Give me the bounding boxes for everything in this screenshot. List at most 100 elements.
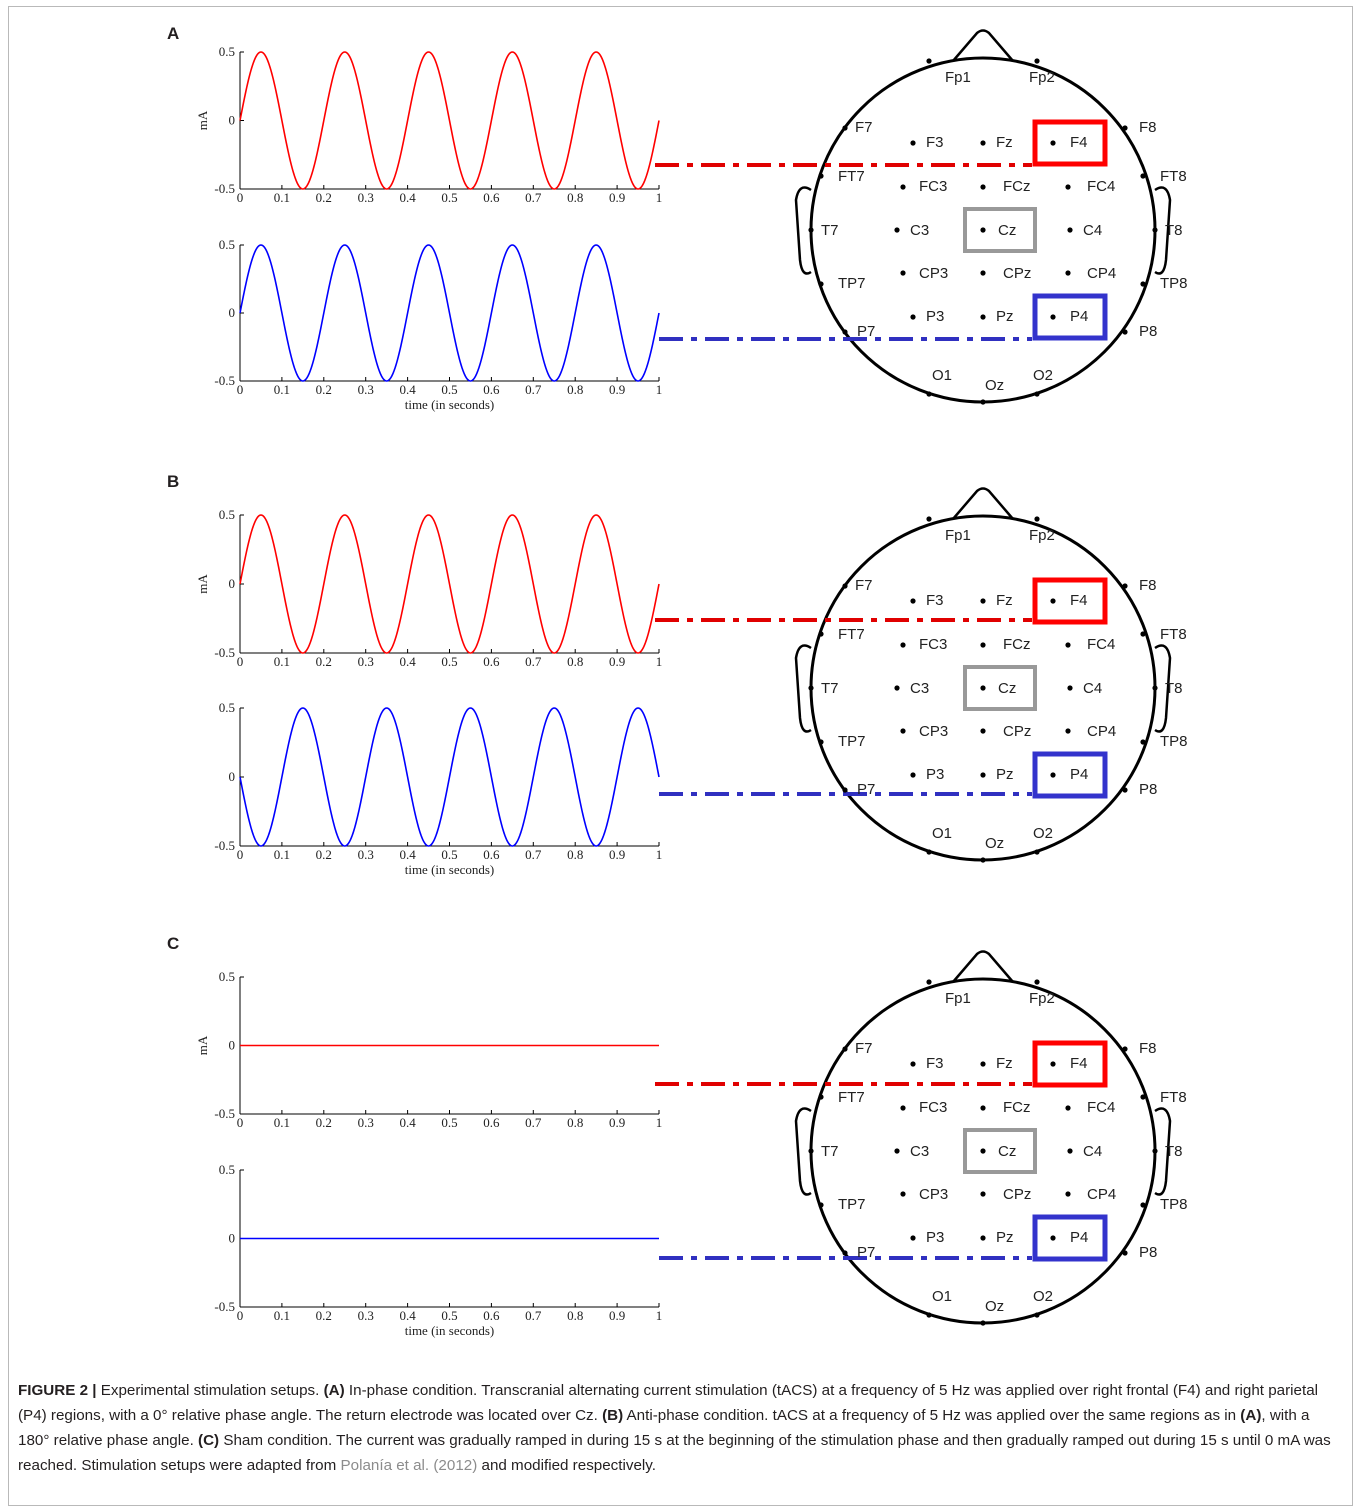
x-tick-label: 0.8 <box>567 654 583 669</box>
x-tick-label: 0 <box>237 382 244 397</box>
electrode-label: O2 <box>1033 825 1053 842</box>
x-tick-label: 0.5 <box>441 1115 457 1130</box>
electrode-label: T7 <box>821 1143 839 1160</box>
x-tick-label: 0.3 <box>358 1115 374 1130</box>
f4-highlight-box <box>1032 119 1108 167</box>
y-tick-label: 0.5 <box>219 1162 235 1177</box>
figure-graphics: 0 0.1 0.2 0.3 0.4 0.5 0.6 0.7 0.8 0.9 1-0.500.5mA0… <box>195 29 1188 1338</box>
electrode-dot <box>926 58 932 64</box>
x-tick-label: 0.6 <box>483 382 500 397</box>
x-tick-label: 0.7 <box>525 654 542 669</box>
p4-highlight-box <box>1032 751 1108 799</box>
electrode-dot <box>808 227 814 233</box>
electrode-dot <box>1034 516 1040 522</box>
electrode-dot <box>842 329 848 335</box>
x-tick-label: 0.8 <box>567 1115 583 1130</box>
electrode-dot <box>980 857 986 863</box>
electrode-label: T8 <box>1165 680 1183 697</box>
electrode-label: Pz <box>996 1229 1014 1246</box>
electrode-label: FC3 <box>919 1099 947 1116</box>
x-tick-label: 0.1 <box>274 654 290 669</box>
electrode-dot <box>842 787 848 793</box>
electrode-dot <box>1065 270 1071 276</box>
y-tick-label: -0.5 <box>214 1106 235 1121</box>
electrode-dot <box>1140 173 1146 179</box>
series-line <box>239 514 660 654</box>
nose-shape <box>952 487 1014 520</box>
caption-label: FIGURE 2 | <box>18 1382 97 1399</box>
electrode-dot <box>980 1105 986 1111</box>
y-tick-label: -0.5 <box>214 645 235 660</box>
x-axis-label: time (in seconds) <box>405 1323 495 1338</box>
electrode-dot <box>980 399 986 405</box>
x-tick-label: 0.6 <box>483 654 500 669</box>
x-tick-label: 0.6 <box>483 1115 500 1130</box>
electrode-label: P8 <box>1139 1244 1157 1261</box>
x-tick-label: 0.5 <box>441 382 457 397</box>
x-tick-label: 0.4 <box>399 382 416 397</box>
y-axis-label: mA <box>195 110 210 130</box>
plot-b-blue: 0 0.1 0.2 0.3 0.4 0.5 0.6 0.7 0.8 0.9 1-0.500.5tim… <box>214 700 662 877</box>
caption-text: (A) <box>1240 1407 1262 1424</box>
electrode-label: F7 <box>855 119 873 136</box>
caption-text: and modified respectively. <box>477 1457 656 1474</box>
electrode-label: Oz <box>985 377 1004 394</box>
x-tick-label: 0.2 <box>316 654 332 669</box>
cz-highlight-box <box>963 665 1037 711</box>
x-axis-label: time (in seconds) <box>405 397 495 412</box>
x-tick-label: 1 <box>656 654 663 669</box>
electrode-label: FT7 <box>838 1089 865 1106</box>
electrode-label: T8 <box>1165 222 1183 239</box>
y-tick-label: -0.5 <box>214 373 235 388</box>
electrode-label: FCz <box>1003 178 1031 195</box>
y-tick-label: 0.5 <box>219 700 235 715</box>
right-ear-shape <box>1154 186 1172 275</box>
electrode-label: C4 <box>1083 222 1102 239</box>
plot-c-red: 0 0.1 0.2 0.3 0.4 0.5 0.6 0.7 0.8 0.9 1-0.500.5mA <box>195 969 662 1130</box>
electrode-dot <box>1050 314 1056 320</box>
head-map-c: Fp1 Fp2 F7 F3 Fz F4 F8 FT7 FC3 FCz FC4 FT8 T7 C3 Cz C4 T… <box>655 950 1188 1326</box>
x-tick-label: 0.5 <box>441 1308 457 1323</box>
electrode-dot <box>842 583 848 589</box>
electrode-dot <box>910 772 916 778</box>
x-tick-label: 0.2 <box>316 190 332 205</box>
electrode-label: FT8 <box>1160 1089 1187 1106</box>
electrode-dot <box>808 1148 814 1154</box>
plot-c-blue: 0 0.1 0.2 0.3 0.4 0.5 0.6 0.7 0.8 0.9 1-0.500.5tim… <box>214 1162 662 1338</box>
electrode-label: P4 <box>1070 1229 1088 1246</box>
electrode-dot <box>1140 1094 1146 1100</box>
electrode-dot <box>980 227 986 233</box>
electrode-dot <box>980 642 986 648</box>
electrode-label: T8 <box>1165 1143 1183 1160</box>
caption-citation[interactable]: Polanía et al. (2012) <box>340 1457 478 1474</box>
electrode-dot <box>818 739 824 745</box>
electrode-dot <box>1122 583 1128 589</box>
electrode-label: CP3 <box>919 723 948 740</box>
electrode-dot <box>1122 787 1128 793</box>
x-tick-label: 1 <box>656 190 663 205</box>
y-tick-label: 0 <box>229 769 236 784</box>
y-tick-label: 0 <box>229 1231 236 1246</box>
electrode-dot <box>980 772 986 778</box>
electrode-label: TP7 <box>838 1196 866 1213</box>
electrode-label: FC4 <box>1087 1099 1115 1116</box>
electrode-dot <box>818 1094 824 1100</box>
electrode-label: C3 <box>910 222 929 239</box>
electrode-dot <box>900 728 906 734</box>
x-tick-label: 0 <box>237 847 244 862</box>
x-tick-label: 0.1 <box>274 1115 290 1130</box>
electrode-label: CPz <box>1003 1186 1031 1203</box>
electrode-label: FT7 <box>838 168 865 185</box>
x-tick-label: 0.3 <box>358 654 374 669</box>
electrode-label: TP8 <box>1160 733 1188 750</box>
y-axis-label: mA <box>195 574 210 594</box>
y-axis-label: mA <box>195 1035 210 1055</box>
electrode-dot <box>910 1061 916 1067</box>
x-tick-label: 0.4 <box>399 654 416 669</box>
electrode-dot <box>980 1148 986 1154</box>
electrode-label: P4 <box>1070 308 1088 325</box>
electrode-label: P3 <box>926 766 944 783</box>
electrode-label: Fp2 <box>1029 69 1055 86</box>
electrode-dot <box>980 184 986 190</box>
electrode-dot <box>980 1191 986 1197</box>
